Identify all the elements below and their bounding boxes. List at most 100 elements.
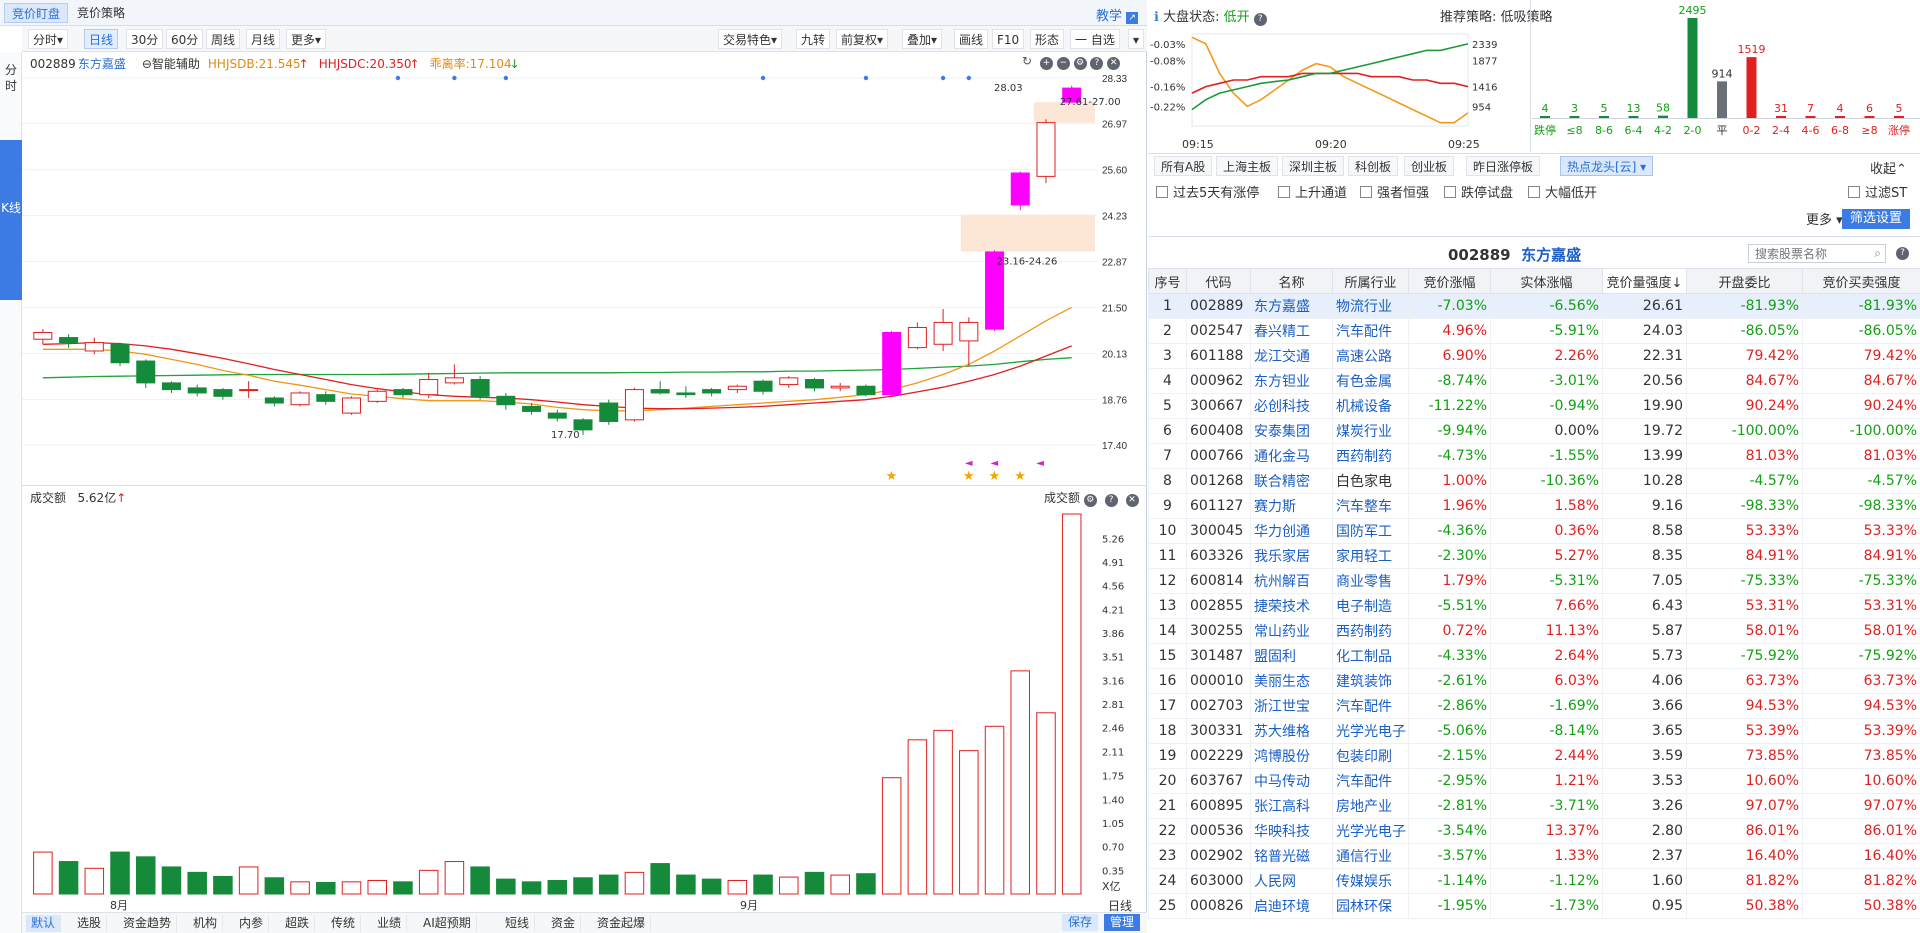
screen-settings-button[interactable]: 筛选设置 [1842, 209, 1911, 229]
candle[interactable] [187, 387, 207, 394]
volume-bar[interactable] [496, 878, 516, 895]
filter-all-a[interactable]: 所有A股 [1154, 156, 1213, 176]
volume-bar[interactable] [779, 876, 799, 895]
stock-name[interactable]: 启迪环境 [1250, 893, 1333, 919]
tool-trade-feature[interactable]: 交易特色▾ [718, 29, 783, 49]
column-header[interactable]: 序号 [1148, 268, 1187, 294]
volume-bar[interactable] [959, 750, 979, 895]
volume-bar[interactable] [573, 877, 593, 895]
stock-name[interactable]: 盟固利 [1250, 643, 1333, 669]
column-header[interactable]: 代码 [1186, 268, 1251, 294]
check-strong[interactable]: 强者恒强 [1360, 182, 1429, 201]
table-row[interactable]: 13 002855 捷荣技术 电子制造 -5.51% 7.66% 6.43 53.31% 53.… [1148, 593, 1920, 619]
volume-bar[interactable] [856, 873, 876, 895]
candle[interactable] [470, 379, 490, 397]
indicator-tab[interactable]: 机构 [188, 915, 224, 932]
tool-nine-turn[interactable]: 九转 [796, 29, 831, 49]
candle[interactable] [779, 377, 799, 386]
tab-kline[interactable]: K线 [0, 140, 22, 300]
kline-chart[interactable]: 28.33 26.97 25.60 24.23 22.87 21.50 20.13 18.76… [22, 70, 1147, 485]
column-header[interactable]: 名称 [1250, 268, 1333, 294]
table-row[interactable]: 4 000962 东方钽业 有色金属 -8.74% -3.01% 20.56 84.67% 84… [1148, 368, 1920, 394]
column-header[interactable]: 开盘委比 [1686, 268, 1803, 294]
check-filter-st[interactable]: 过滤ST [1848, 182, 1907, 201]
table-row[interactable]: 12 600814 杭州解百 商业零售 1.79% -5.31% 7.05 -75.33% -7… [1148, 568, 1920, 594]
selected-name[interactable]: 东方嘉盛 [1521, 246, 1582, 264]
table-row[interactable]: 16 000010 美丽生态 建筑装饰 -2.61% 6.03% 4.06 63.73% 63.… [1148, 668, 1920, 694]
filter-star[interactable]: 科创板 [1348, 156, 1399, 176]
stock-name[interactable]: 通化金马 [1250, 443, 1333, 469]
candle[interactable] [702, 389, 722, 394]
volume-bar[interactable] [316, 882, 336, 895]
industry[interactable]: 包装印刷 [1332, 743, 1409, 769]
candle[interactable] [136, 360, 156, 384]
volume-bar[interactable] [1036, 712, 1056, 895]
table-row[interactable]: 22 000536 华映科技 光学光电子 -3.54% 13.37% 2.80 86.01% 8… [1148, 818, 1920, 844]
settings-icon[interactable]: ⚙ [1073, 57, 1087, 70]
tab-auction-watch[interactable]: 竞价盯盘 [4, 3, 69, 23]
add-watchlist-button[interactable]: 一 自选 [1070, 29, 1120, 49]
indicator-tab[interactable]: 超跌 [280, 915, 316, 932]
table-row[interactable]: 10 300045 华力创通 国防军工 -4.36% 0.36% 8.58 53.33% 53.… [1148, 518, 1920, 544]
industry[interactable]: 高速公路 [1332, 343, 1409, 369]
candle[interactable] [933, 321, 953, 345]
stock-name[interactable]: 东方钽业 [1250, 368, 1333, 394]
candle[interactable] [985, 251, 1005, 330]
candle[interactable] [959, 321, 979, 342]
stock-name[interactable]: 龙江交通 [1250, 343, 1333, 369]
volume-bar[interactable] [753, 874, 773, 895]
stock-name[interactable]: 必创科技 [1250, 393, 1333, 419]
tool-draw[interactable]: 画线 [954, 29, 989, 49]
candle[interactable] [290, 392, 310, 406]
industry[interactable]: 西药制药 [1332, 443, 1409, 469]
column-header[interactable]: 实体涨幅 [1490, 268, 1603, 294]
volume-bar[interactable] [907, 739, 928, 895]
indicator-tab[interactable]: 资金起爆 [592, 915, 652, 932]
check-limit-down-test[interactable]: 跌停试盘 [1444, 182, 1513, 201]
candle[interactable] [753, 380, 773, 392]
candle[interactable] [419, 379, 439, 396]
tab-auction-strategy[interactable]: 竞价策略 [77, 6, 126, 20]
industry[interactable]: 有色金属 [1332, 368, 1409, 394]
volume-bar[interactable] [701, 878, 722, 895]
table-row[interactable]: 18 300331 苏大维格 光学光电子 -5.06% -8.14% 3.65 53.39% 5… [1148, 718, 1920, 744]
stock-name[interactable]: 杭州解百 [1250, 568, 1333, 594]
check-big-low-open[interactable]: 大幅低开 [1528, 182, 1597, 201]
stock-name[interactable]: 浙江世宝 [1250, 693, 1333, 719]
industry[interactable]: 汽车配件 [1332, 693, 1409, 719]
table-row[interactable]: 20 603767 中马传动 汽车配件 -2.95% 1.21% 3.53 10.60% 10.… [1148, 768, 1920, 794]
volume-bar[interactable] [1061, 513, 1082, 895]
table-row[interactable]: 8 001268 联合精密 白色家电 1.00% -10.36% 10.28 -4.57% -4… [1148, 468, 1920, 494]
volume-bar[interactable] [470, 866, 490, 895]
manage-button[interactable]: 管理 [1104, 914, 1141, 931]
industry[interactable]: 传媒娱乐 [1332, 868, 1409, 894]
industry[interactable]: 园林环保 [1332, 893, 1409, 919]
stock-name[interactable]: 联合精密 [1250, 468, 1333, 494]
stock-name[interactable]: 铭普光磁 [1250, 843, 1333, 869]
period-daily[interactable]: 日线 [84, 29, 119, 49]
settings-icon[interactable]: ⚙ [1083, 494, 1097, 507]
candle[interactable] [33, 332, 53, 340]
help-icon[interactable]: ? [1104, 494, 1118, 507]
candle[interactable] [907, 326, 927, 349]
volume-bar[interactable] [547, 879, 568, 895]
industry[interactable]: 国防军工 [1332, 518, 1409, 544]
table-row[interactable]: 2 002547 春兴精工 汽车配件 4.96% -5.91% 24.03 -86.05% -8… [1148, 318, 1920, 344]
candle[interactable] [1036, 122, 1056, 177]
industry[interactable]: 煤炭行业 [1332, 418, 1409, 444]
volume-bar[interactable] [238, 866, 259, 895]
search-input[interactable] [1749, 245, 1861, 262]
table-row[interactable]: 17 002703 浙江世宝 汽车配件 -2.86% -1.69% 3.66 94.53% 94… [1148, 693, 1920, 719]
smart-assist[interactable]: 智能辅助 [151, 57, 200, 71]
candle[interactable] [342, 397, 362, 414]
table-row[interactable]: 11 603326 我乐家居 家用轻工 -2.30% 5.27% 8.35 84.91% 84.… [1148, 543, 1920, 569]
stock-name[interactable]: 华映科技 [1250, 818, 1333, 844]
volume-bar[interactable] [830, 874, 850, 895]
search-icon[interactable]: ⌕ [1874, 246, 1881, 260]
stock-name[interactable]: 华力创通 [1250, 518, 1333, 544]
candle[interactable] [856, 385, 876, 396]
industry[interactable]: 白色家电 [1332, 468, 1409, 494]
volume-bar[interactable] [58, 861, 79, 895]
candle[interactable] [496, 395, 516, 406]
candle[interactable] [444, 377, 464, 384]
